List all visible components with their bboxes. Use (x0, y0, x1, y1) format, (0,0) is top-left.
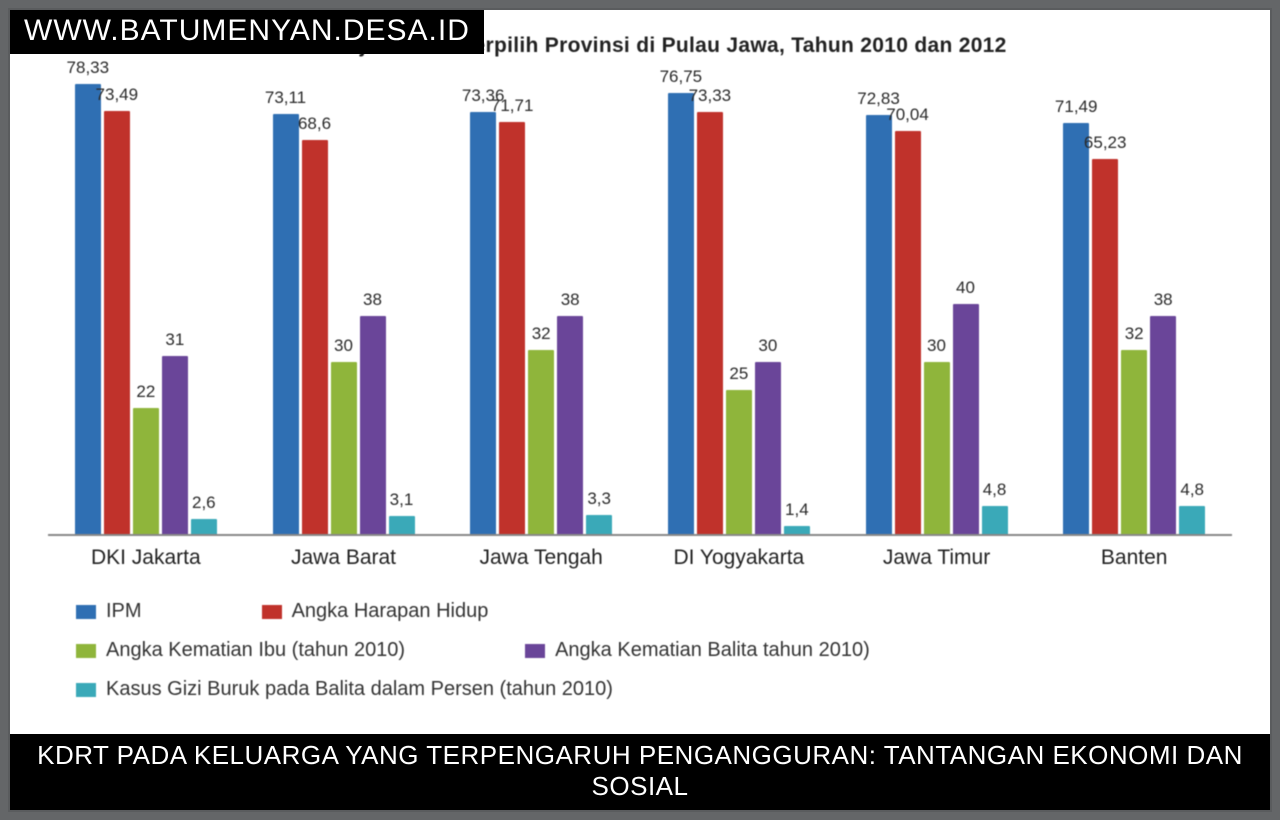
legend-item-gizi: Kasus Gizi Buruk pada Balita dalam Perse… (76, 678, 613, 701)
bar-value-label: 32 (532, 324, 551, 344)
bar-value-label: 3,3 (587, 489, 611, 509)
legend-swatch (76, 683, 96, 697)
x-category-label: Jawa Tengah (451, 546, 631, 570)
bar-akb: 38 (557, 316, 583, 535)
bar-value-label: 40 (956, 278, 975, 298)
bar-aki: 30 (331, 362, 357, 535)
bar-ahh: 73,33 (697, 112, 723, 534)
legend-label: Kasus Gizi Buruk pada Balita dalam Perse… (106, 678, 613, 701)
bar-ipm: 72,83 (866, 115, 892, 534)
legend-item-ahh: Angka Harapan Hidup (262, 600, 489, 623)
bar-group: 71,4965,2332384,8 (1044, 123, 1224, 534)
legend-item-akb: Angka Kematian Balita tahun 2010) (525, 639, 870, 662)
bar-group: 73,1168,630383,1 (254, 114, 434, 534)
image-frame: WWW.BATUMENYAN.DESA.ID tor Kesejahteraan… (8, 8, 1272, 812)
bar-aki: 32 (528, 350, 554, 534)
bar-ipm: 71,49 (1063, 123, 1089, 534)
plot-area: 78,3373,4922312,673,1168,630383,173,3671… (48, 76, 1232, 536)
bar-gizi: 1,4 (784, 526, 810, 534)
bar-gizi: 4,8 (1179, 506, 1205, 534)
bar-aki: 25 (726, 390, 752, 534)
x-category-label: DKI Jakarta (56, 546, 236, 570)
bar-ipm: 73,11 (273, 114, 299, 534)
legend-label: IPM (106, 600, 142, 623)
bar-value-label: 38 (1154, 290, 1173, 310)
bar-value-label: 4,8 (1180, 480, 1204, 500)
x-category-label: Jawa Barat (254, 546, 434, 570)
bar-aki: 32 (1121, 350, 1147, 534)
bar-value-label: 25 (729, 364, 748, 384)
bar-akb: 31 (162, 356, 188, 534)
legend: IPM Angka Harapan Hidup Angka Kematian Ibu… (76, 600, 1224, 701)
bar-ahh: 68,6 (302, 140, 328, 534)
bar-akb: 38 (1150, 316, 1176, 535)
legend-swatch (76, 605, 96, 619)
legend-item-aki: Angka Kematian Ibu (tahun 2010) (76, 639, 405, 662)
x-axis-labels: DKI Jakarta Jawa Barat Jawa Tengah DI Yogya… (48, 546, 1232, 570)
x-category-label: Jawa Timur (847, 546, 1027, 570)
bar-value-label: 38 (561, 290, 580, 310)
bar-value-label: 4,8 (983, 480, 1007, 500)
bar-value-label: 73,11 (265, 88, 306, 108)
legend-swatch (525, 644, 545, 658)
bar-value-label: 22 (136, 382, 155, 402)
bar-value-label: 68,6 (298, 114, 331, 134)
bar-value-label: 73,49 (96, 85, 139, 105)
bar-gizi: 2,6 (191, 519, 217, 534)
bar-group: 72,8370,0430404,8 (847, 115, 1027, 534)
bar-gizi: 4,8 (982, 506, 1008, 534)
legend-swatch (76, 644, 96, 658)
bar-ahh: 71,71 (499, 122, 525, 534)
bar-aki: 22 (133, 408, 159, 535)
bar-ipm: 78,33 (75, 84, 101, 534)
bar-value-label: 30 (927, 336, 946, 356)
legend-row: IPM Angka Harapan Hidup (76, 600, 1224, 623)
bar-group: 73,3671,7132383,3 (451, 112, 631, 534)
legend-label: Angka Harapan Hidup (292, 600, 489, 623)
bar-value-label: 78,33 (67, 58, 110, 78)
bar-value-label: 71,49 (1055, 97, 1098, 117)
bar-gizi: 3,1 (389, 516, 415, 534)
bar-value-label: 70,04 (886, 105, 929, 125)
bar-group: 78,3373,4922312,6 (56, 84, 236, 534)
x-category-label: Banten (1044, 546, 1224, 570)
bar-chart: tor Kesejahteraan Terpilih Provinsi di P… (26, 26, 1254, 760)
bar-value-label: 32 (1125, 324, 1144, 344)
bar-ahh: 65,23 (1092, 159, 1118, 534)
legend-label: Angka Kematian Ibu (tahun 2010) (106, 639, 405, 662)
bar-value-label: 38 (363, 290, 382, 310)
legend-row: Angka Kematian Ibu (tahun 2010) Angka Kem… (76, 639, 1224, 662)
bar-value-label: 31 (165, 330, 184, 350)
bar-aki: 30 (924, 362, 950, 535)
bar-ahh: 73,49 (104, 111, 130, 534)
article-caption: KDRT PADA KELUARGA YANG TERPENGARUH PENG… (10, 734, 1270, 810)
bar-akb: 40 (953, 304, 979, 534)
bar-ipm: 76,75 (668, 93, 694, 534)
bar-ahh: 70,04 (895, 131, 921, 534)
legend-label: Angka Kematian Balita tahun 2010) (555, 639, 870, 662)
bar-value-label: 2,6 (192, 493, 216, 513)
bar-value-label: 30 (758, 336, 777, 356)
legend-swatch (262, 605, 282, 619)
site-watermark: WWW.BATUMENYAN.DESA.ID (10, 10, 484, 54)
bar-value-label: 65,23 (1084, 133, 1127, 153)
legend-row: Kasus Gizi Buruk pada Balita dalam Perse… (76, 678, 1224, 701)
bar-group: 76,7573,3325301,4 (649, 93, 829, 534)
bar-value-label: 71,71 (491, 96, 534, 116)
bar-gizi: 3,3 (586, 515, 612, 534)
bar-akb: 38 (360, 316, 386, 535)
bar-value-label: 73,33 (689, 86, 732, 106)
bar-value-label: 3,1 (390, 490, 414, 510)
bar-value-label: 30 (334, 336, 353, 356)
bar-value-label: 76,75 (660, 67, 703, 87)
x-category-label: DI Yogyakarta (649, 546, 829, 570)
bar-akb: 30 (755, 362, 781, 535)
bar-value-label: 1,4 (785, 500, 809, 520)
legend-item-ipm: IPM (76, 600, 142, 623)
bar-ipm: 73,36 (470, 112, 496, 534)
